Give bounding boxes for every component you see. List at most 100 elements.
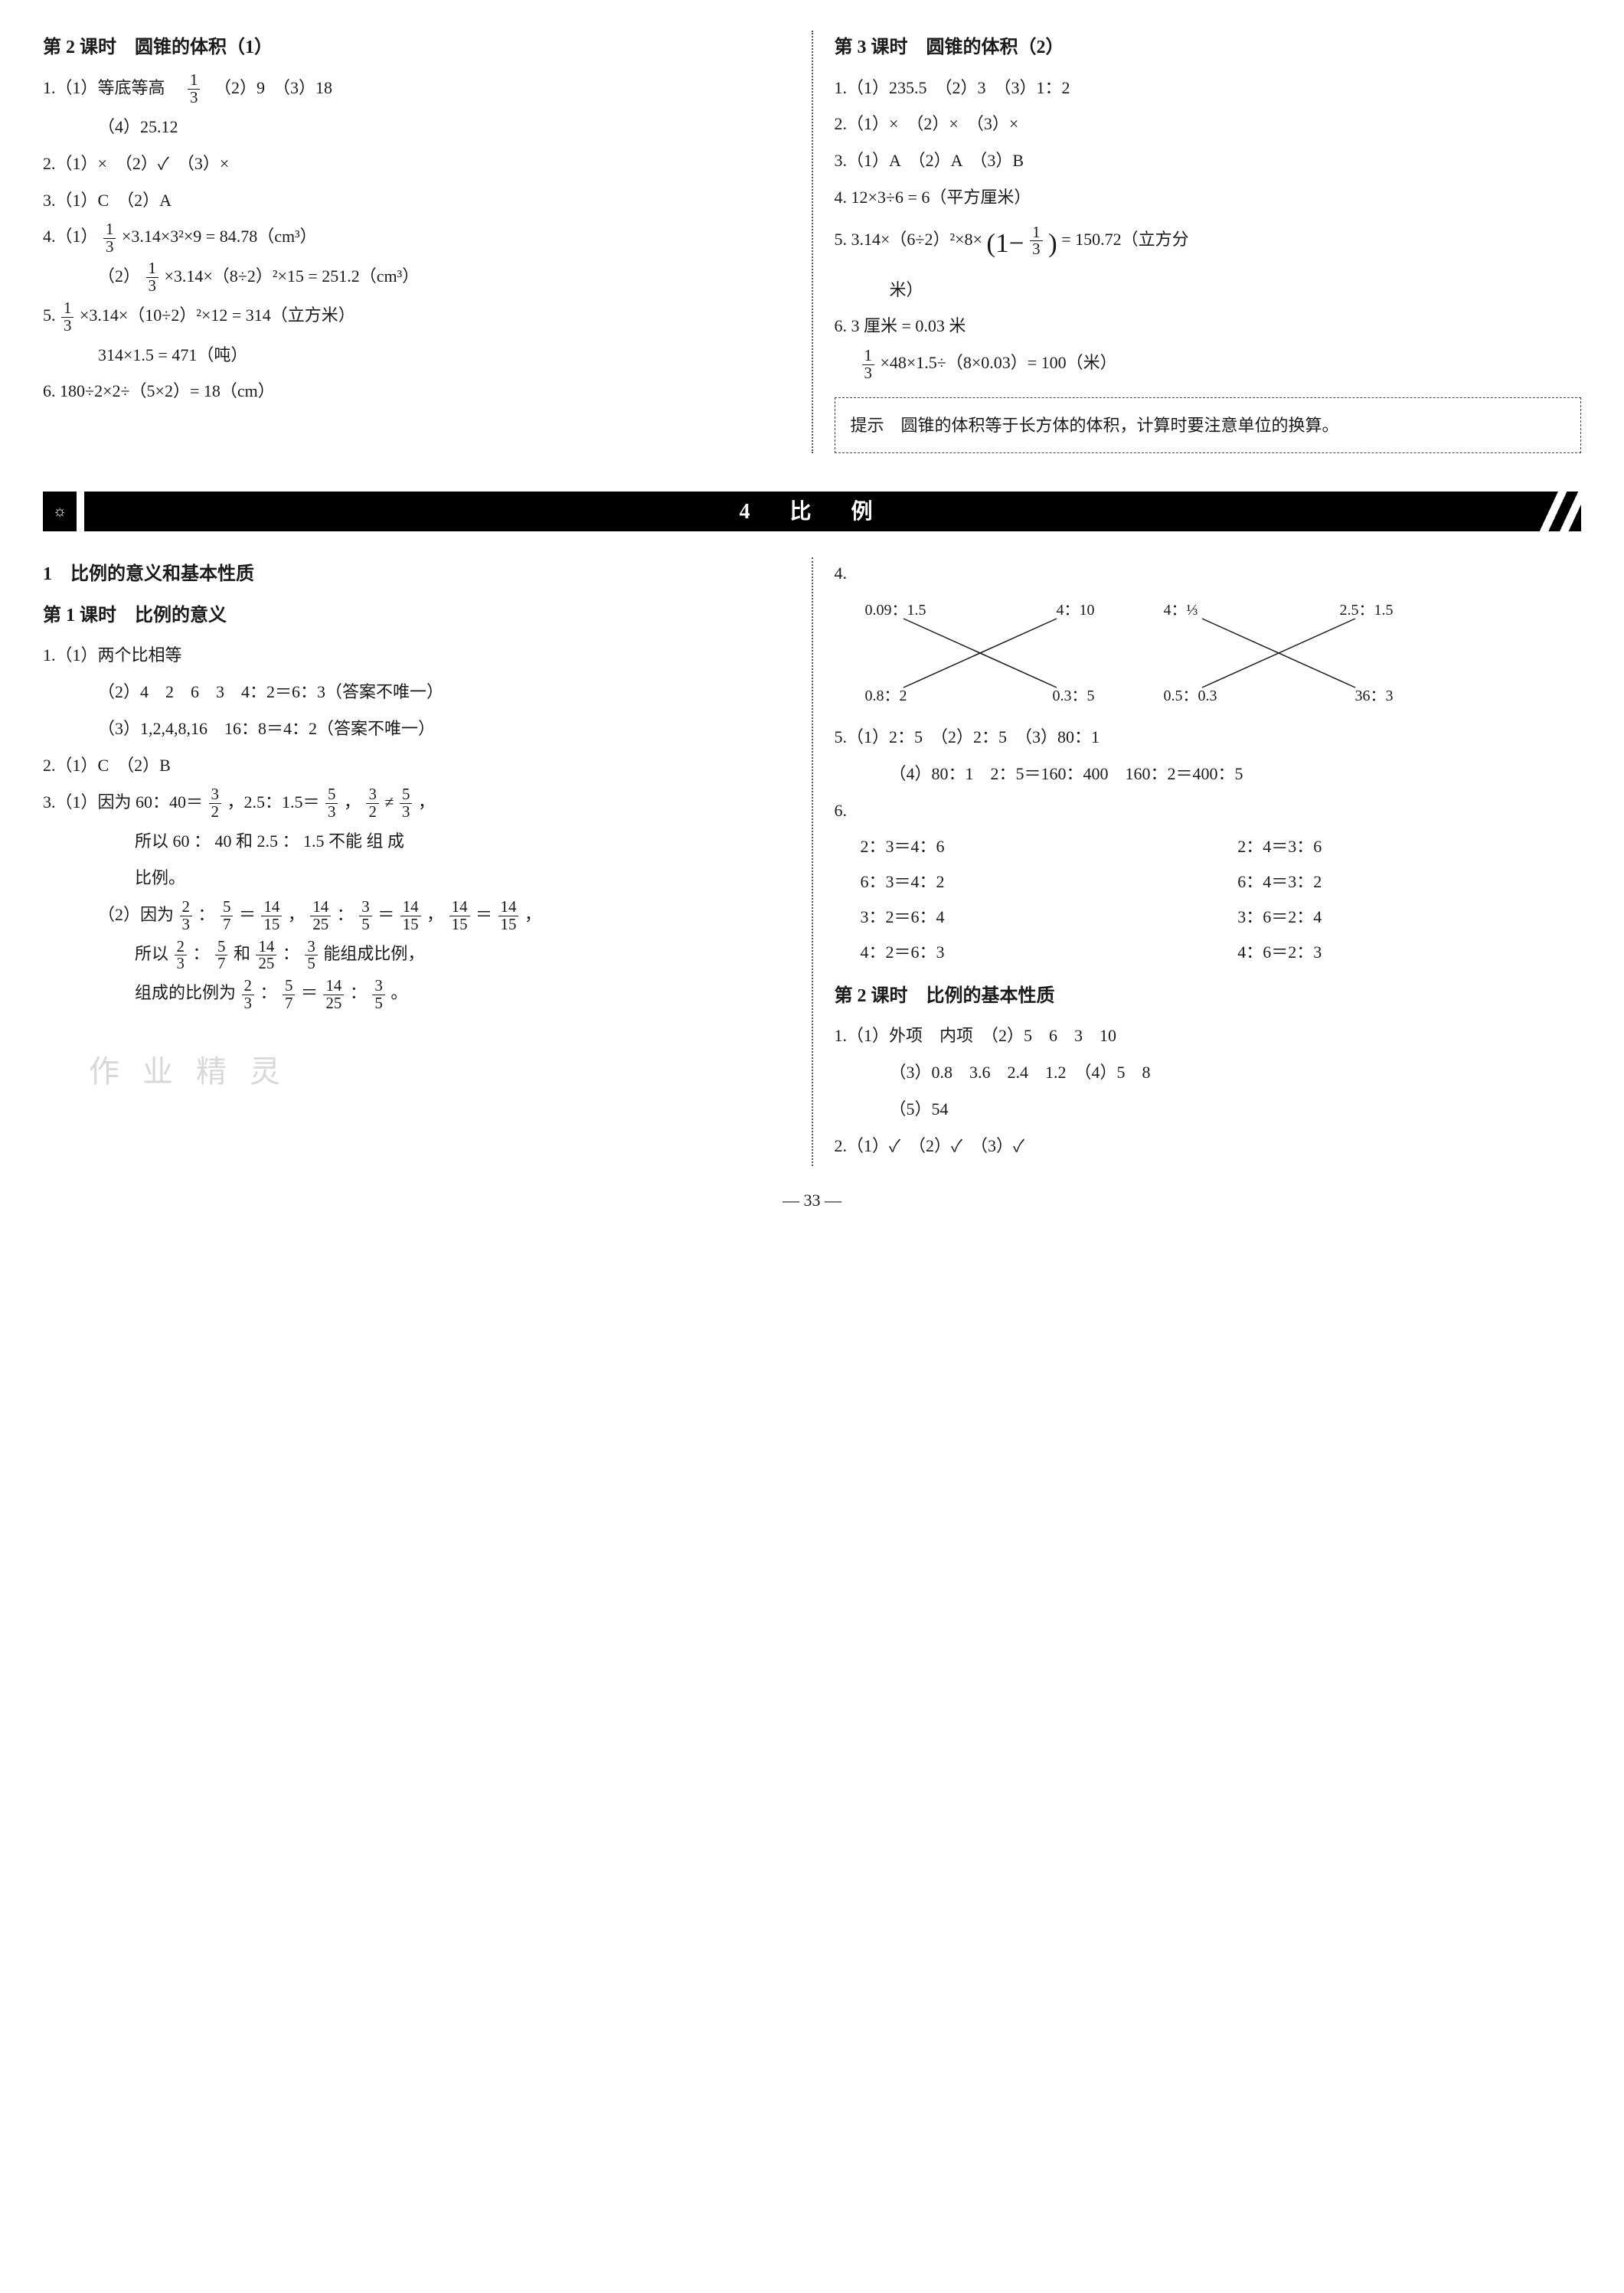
t: 3.（1）因为 60：40＝ (43, 792, 203, 812)
bl-q3-2c: 组成的比例为 23 ： 57 ＝ 1425 ： 35 。 (43, 977, 790, 1011)
lesson3-title: 第 3 课时 圆锥的体积（2） (835, 31, 1582, 66)
t: ×48×1.5÷（8×0.03）= 100（米） (880, 353, 1116, 372)
frac: 1415 (498, 899, 519, 933)
t: ×3.14×（8÷2）²×15 = 251.2（cm³） (164, 266, 419, 286)
frac: 53 (400, 786, 412, 821)
frac-1-3: 1 3 (188, 72, 200, 106)
frac: 35 (305, 939, 317, 973)
l2-q1-4: （4）25.12 (43, 111, 790, 143)
cross-lines-icon (865, 596, 1095, 710)
l2-q2: 2.（1）× （2）✓ （3）× (43, 148, 790, 180)
frac: 32 (209, 786, 221, 821)
top-columns: 第 2 课时 圆锥的体积（1） 1.（1）等底等高 1 3 （2）9 （3）18… (43, 31, 1581, 453)
sec1-heading: 1 比例的意义和基本性质 (43, 557, 790, 593)
vertical-divider (812, 31, 813, 453)
bl-q3-1: 3.（1）因为 60：40＝ 32 ，2.5：1.5＝ 53 ， 32 ≠ 53… (43, 786, 790, 821)
page-root: 第 2 课时 圆锥的体积（1） 1.（1）等底等高 1 3 （2）9 （3）18… (43, 31, 1581, 1217)
t: ： (260, 983, 276, 1002)
t: ： (283, 944, 299, 963)
t: ＝ (301, 983, 318, 1002)
frac-1-3: 1 3 (61, 300, 74, 335)
br-q4-label: 4. (835, 563, 848, 583)
big-paren-l: (1− (986, 228, 1024, 258)
t: = 150.72（立方分 (1061, 230, 1188, 249)
t: ： (198, 905, 214, 924)
t: 4.（1） (43, 227, 98, 246)
l3-q3: 3.（1）A （2）A （3）B (835, 145, 1582, 177)
q6-cell: 4：2＝6：3 (861, 936, 1204, 968)
q6-cell: 4：6＝2：3 (1237, 936, 1581, 968)
bl-q3-1b: 所以 60 ： 40 和 2.5 ： 1.5 不能 组 成 (43, 825, 790, 857)
t: 所以 (135, 944, 168, 963)
t: ＝ (377, 905, 394, 924)
frac: 23 (180, 899, 192, 933)
frac: 1415 (400, 899, 421, 933)
t: ×3.14×3²×9 = 84.78（cm³） (122, 227, 317, 246)
t: 5. (43, 305, 60, 325)
bottom-left-column: 1 比例的意义和基本性质 第 1 课时 比例的意义 1.（1）两个比相等 （2）… (43, 557, 790, 1166)
q6-cell: 6：3＝4：2 (861, 866, 1204, 898)
l2-q1: 1.（1）等底等高 1 3 （2）9 （3）18 (43, 72, 790, 106)
bl-q1-2: （2）4 2 6 3 4：2＝6：3（答案不唯一） (43, 676, 790, 708)
t: ＝ (475, 905, 492, 924)
q6-cell: 3：6＝2：4 (1237, 901, 1581, 933)
bl-q3-2b: 所以 23 ： 57 和 1425 ： 35 能组成比例， (43, 938, 790, 972)
t: ×3.14×（10÷2）²×12 = 314（立方米） (80, 305, 355, 325)
l3-q2: 2.（1）× （2）× （3）× (835, 108, 1582, 140)
lesson2b-title: 第 2 课时 比例的基本性质 (835, 979, 1582, 1014)
l3-q1: 1.（1）235.5 （2）3 （3）1：2 (835, 72, 1582, 104)
x-pair: 0.09：1.54：100.8：20.3：5 (865, 596, 1095, 710)
t: 5. 3.14×（6÷2）²×8× (835, 230, 982, 249)
l2-q4-2: （2） 1 3 ×3.14×（8÷2）²×15 = 251.2（cm³） (43, 260, 790, 295)
t: ： (192, 944, 209, 963)
frac: 57 (283, 978, 295, 1012)
l3-q6a: 6. 3 厘米 = 0.03 米 (835, 310, 1582, 342)
frac: 1415 (449, 899, 470, 933)
watermark: 作 业 精 灵 (43, 1043, 790, 1101)
big-paren-r: ) (1048, 228, 1057, 258)
br-q5b: （4）80：1 2：5＝160：400 160：2＝400：5 (835, 758, 1582, 790)
br-r2: 2.（1）✓ （2）✓ （3）✓ (835, 1130, 1582, 1162)
l2-q6: 6. 180÷2×2÷（5×2）= 18（cm） (43, 375, 790, 407)
q6-grid: 2：3＝4：62：4＝3：66：3＝4：26：4＝3：23：2＝6：43：6＝2… (861, 831, 1582, 968)
t: 组成的比例为 (135, 983, 236, 1002)
frac: 23 (175, 939, 187, 973)
q6-cell: 6：4＝3：2 (1237, 866, 1581, 898)
frac-1-3: 1 3 (1030, 224, 1042, 259)
banner-label: 4 比 例 (84, 492, 1537, 531)
frac: 35 (359, 899, 371, 933)
t: ， (344, 792, 361, 812)
t: ， (418, 792, 435, 812)
cross-match-diagram: 0.09：1.54：100.8：20.3：5 4：⅓2.5：1.50.5：0.33… (865, 596, 1582, 710)
q6-cell: 2：3＝4：6 (861, 831, 1204, 863)
frac-1-3: 1 3 (862, 348, 874, 382)
l2-q3: 3.（1）C （2）A (43, 185, 790, 217)
bottom-columns: 1 比例的意义和基本性质 第 1 课时 比例的意义 1.（1）两个比相等 （2）… (43, 557, 1581, 1166)
br-r1: 1.（1）外项 内项 （2）5 6 3 10 (835, 1020, 1582, 1052)
top-right-column: 第 3 课时 圆锥的体积（2） 1.（1）235.5 （2）3 （3）1：2 2… (835, 31, 1582, 453)
l2-q5: 5. 1 3 ×3.14×（10÷2）²×12 = 314（立方米） (43, 299, 790, 334)
l3-q5b: 米） (835, 274, 1582, 306)
x-pair: 4：⅓2.5：1.50.5：0.336：3 (1164, 596, 1394, 710)
banner-stripes-icon (1537, 492, 1581, 531)
t: ，2.5：1.5＝ (227, 792, 319, 812)
br-q6: 6. (835, 795, 1582, 827)
frac: 35 (372, 978, 384, 1012)
banner-gap (77, 492, 84, 531)
bl-q3-2: （2）因为 23 ： 57 ＝ 1415 ， 1425 ： 35 ＝ 1415 … (43, 899, 790, 933)
t: （2） (98, 266, 140, 286)
t: ： (350, 983, 367, 1002)
t: ， (288, 905, 305, 924)
l2-q4-1: 4.（1） 1 3 ×3.14×3²×9 = 84.78（cm³） (43, 220, 790, 255)
lesson2-title: 第 2 课时 圆锥的体积（1） (43, 31, 790, 66)
t: ， (524, 905, 541, 924)
vertical-divider (812, 557, 813, 1166)
chapter-banner: ☼ 4 比 例 (43, 492, 1581, 531)
lesson1-title: 第 1 课时 比例的意义 (43, 599, 790, 634)
page-number: — 33 — (43, 1184, 1581, 1217)
br-r1b: （3）0.8 3.6 2.4 1.2 （4）5 8 (835, 1057, 1582, 1089)
bl-q1-3: （3）1,2,4,8,16 16：8＝4：2（答案不唯一） (43, 713, 790, 745)
br-r1c: （5）54 (835, 1093, 1582, 1125)
cross-lines-icon (1164, 596, 1394, 710)
frac: 53 (325, 786, 338, 821)
